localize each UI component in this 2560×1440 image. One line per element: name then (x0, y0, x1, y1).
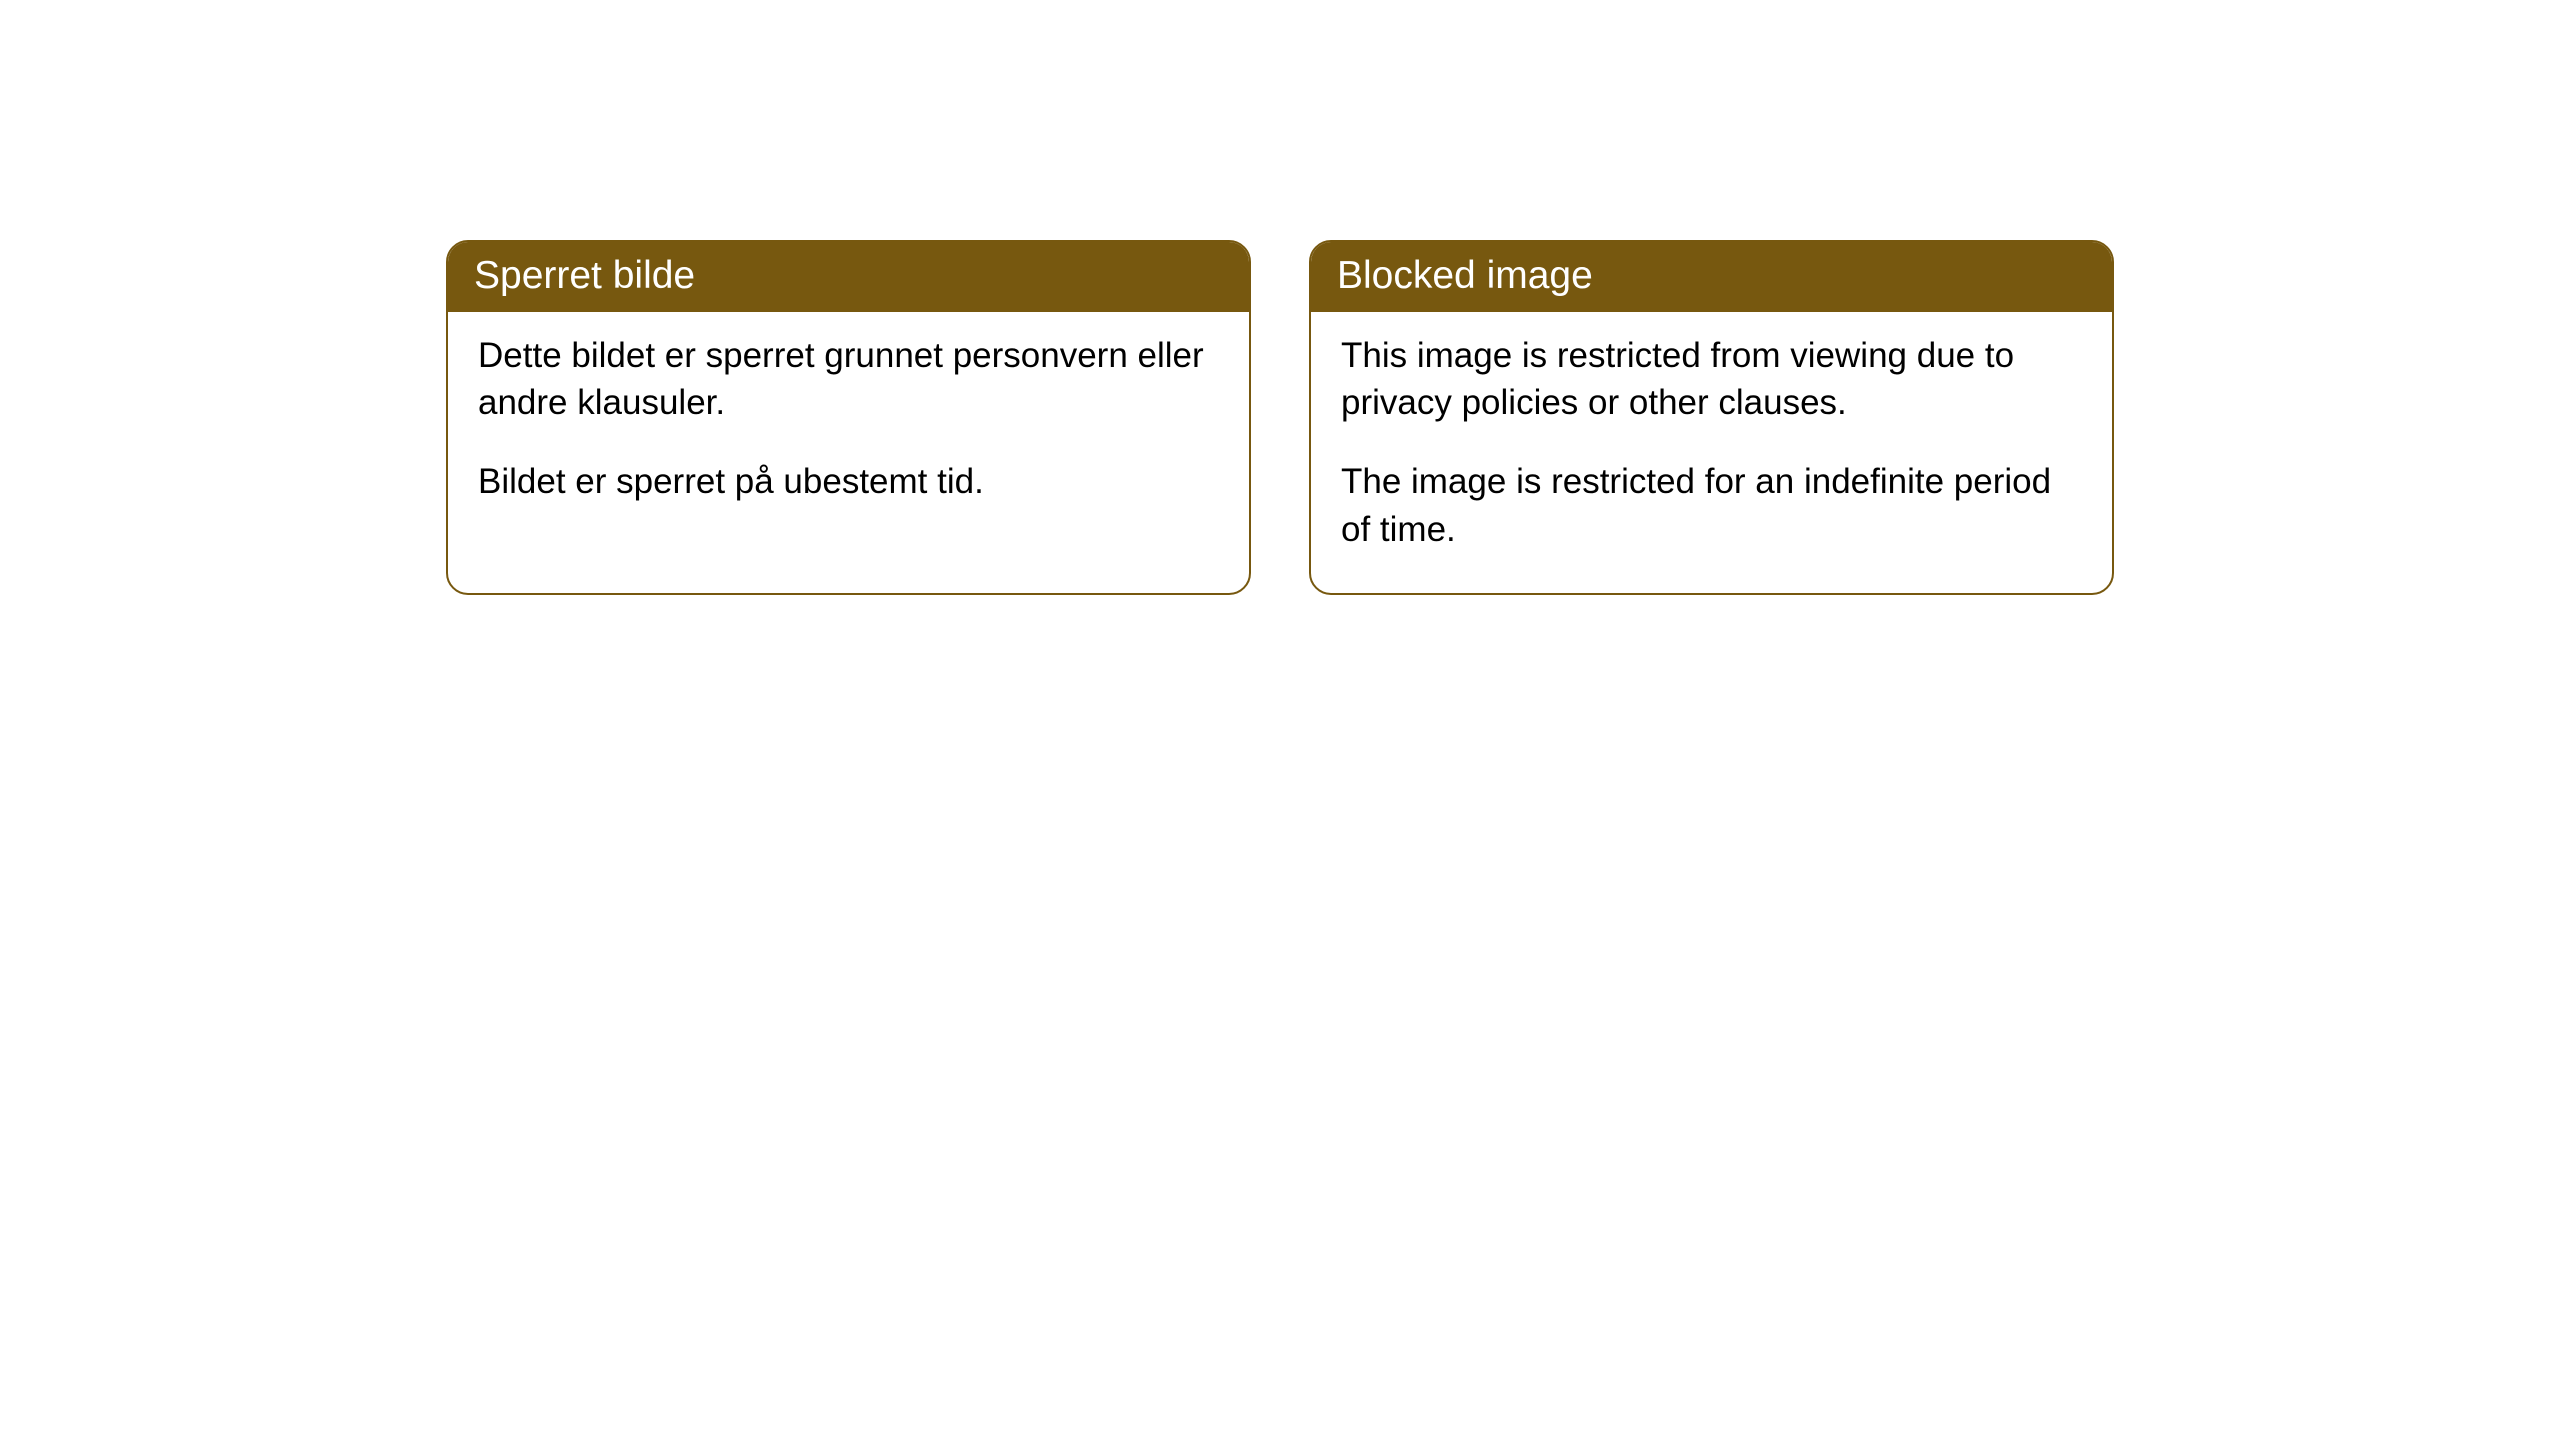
card-text-reason-norwegian: Dette bildet er sperret grunnet personve… (478, 332, 1219, 427)
cards-container: Sperret bilde Dette bildet er sperret gr… (446, 240, 2114, 595)
blocked-image-card-english: Blocked image This image is restricted f… (1309, 240, 2114, 595)
blocked-image-card-norwegian: Sperret bilde Dette bildet er sperret gr… (446, 240, 1251, 595)
card-body-english: This image is restricted from viewing du… (1311, 312, 2112, 593)
card-header-norwegian: Sperret bilde (448, 242, 1249, 312)
card-text-duration-english: The image is restricted for an indefinit… (1341, 458, 2082, 553)
card-text-duration-norwegian: Bildet er sperret på ubestemt tid. (478, 458, 1219, 505)
card-header-english: Blocked image (1311, 242, 2112, 312)
card-text-reason-english: This image is restricted from viewing du… (1341, 332, 2082, 427)
card-body-norwegian: Dette bildet er sperret grunnet personve… (448, 312, 1249, 546)
